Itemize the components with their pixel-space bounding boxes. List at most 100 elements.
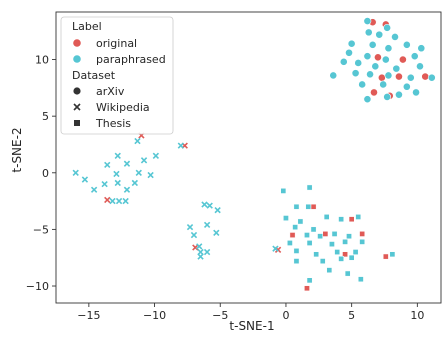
paraphrased-thesis-point-74 [310,226,317,233]
paraphrased-thesis-point-78 [346,233,352,240]
original-arxiv-point-3 [377,73,386,82]
paraphrased-arxiv-point-3 [375,30,384,39]
paraphrased-wikipedia-point-61 [203,248,211,256]
legend-original-label: original [96,37,137,50]
paraphrased-thesis-point-72 [355,214,362,220]
paraphrased-arxiv-point-0 [363,17,372,25]
y-tick-label-1: −5 [33,223,49,236]
paraphrased-wikipedia-point-36 [140,157,148,164]
y-axis-label: t-SNE-2 [10,127,24,172]
paraphrased-thesis-point-77 [331,231,338,237]
paraphrased-wikipedia-point-51 [122,197,129,205]
paraphrased-wikipedia-point-59 [196,243,203,250]
original-thesis-point-19 [304,285,310,292]
paraphrased-wikipedia-point-44 [114,179,121,187]
paraphrased-wikipedia-point-48 [123,186,131,193]
x-tick-label-5: 10 [410,309,424,322]
paraphrased-wikipedia-point-57 [190,231,198,239]
paraphrased-wikipedia-point-41 [135,169,142,176]
paraphrased-arxiv-point-9 [363,52,372,61]
paraphrased-arxiv-point-23 [358,80,367,89]
paraphrased-arxiv-point-21 [427,73,436,82]
paraphrased-arxiv-point-15 [392,64,401,73]
paraphrased-arxiv-point-29 [412,88,420,97]
paraphrased-thesis-point-92 [326,267,333,274]
legend-thesis-label: Thesis [95,117,131,130]
paraphrased-wikipedia-point-37 [104,161,111,169]
paraphrased-arxiv-point-26 [363,95,372,104]
paraphrased-wikipedia-point-49 [109,197,116,205]
paraphrased-thesis-point-79 [287,240,293,246]
paraphrased-wikipedia-point-58 [213,229,220,236]
paraphrased-wikipedia-point-34 [114,152,121,159]
paraphrased-arxiv-point-8 [417,44,426,53]
legend-original-marker [73,39,81,47]
paraphrased-thesis-point-93 [344,270,351,277]
paraphrased-arxiv-point-13 [354,59,363,67]
paraphrased-thesis-point-65 [306,184,313,191]
legend-paraphrased-marker [73,55,81,63]
legend-arxiv-label: arXiv [96,85,125,98]
paraphrased-arxiv-point-30 [345,48,353,57]
x-tick-label-3: 0 [282,309,289,322]
original-thesis-point-14 [310,203,317,210]
paraphrased-thesis-point-68 [283,215,289,221]
original-arxiv-point-6 [370,88,378,97]
paraphrased-wikipedia-point-32 [134,137,141,145]
paraphrased-wikipedia-point-63 [272,245,279,252]
paraphrased-wikipedia-point-54 [214,206,221,214]
paraphrased-thesis-point-85 [313,251,320,258]
paraphrased-arxiv-point-19 [384,71,393,80]
paraphrased-arxiv-point-7 [402,40,411,49]
paraphrased-thesis-point-73 [292,224,298,230]
paraphrased-thesis-point-67 [305,203,312,210]
paraphrased-wikipedia-point-45 [131,179,139,187]
paraphrased-thesis-point-82 [342,239,348,245]
paraphrased-wikipedia-point-55 [203,221,211,229]
paraphrased-thesis-point-75 [304,232,310,238]
paraphrased-wikipedia-point-33 [177,142,184,149]
original-arxiv-point-4 [395,72,403,81]
original-thesis-point-20 [382,253,389,260]
paraphrased-arxiv-point-6 [384,44,393,53]
legend: Label original paraphrased Dataset arXiv… [60,16,174,135]
paraphrased-thesis-point-84 [293,248,300,254]
paraphrased-wikipedia-point-47 [101,180,108,188]
paraphrased-thesis-point-83 [359,239,366,245]
paraphrased-arxiv-point-25 [402,82,411,91]
original-thesis-point-15 [289,232,296,238]
paraphrased-thesis-point-88 [293,258,300,264]
legend-hue-title: Label [72,20,102,33]
paraphrased-thesis-point-95 [357,276,364,283]
original-arxiv-point-8 [374,53,382,62]
paraphrased-arxiv-point-20 [406,73,415,82]
paraphrased-thesis-point-96 [389,251,396,258]
paraphrased-thesis-point-76 [317,233,323,240]
original-wikipedia-point-11 [104,196,111,204]
paraphrased-wikipedia-point-52 [201,201,208,208]
axes: −15 −10 −5 0 5 10 −10 −5 0 5 10 [26,11,442,322]
y-tick-label-4: 10 [35,54,49,67]
paraphrased-wikipedia-point-39 [72,169,79,176]
legend-thesis-marker [74,120,80,126]
paraphrased-thesis-point-89 [319,258,326,264]
paraphrased-wikipedia-point-35 [152,152,160,159]
x-tick-label-1: −10 [143,309,166,322]
paraphrased-arxiv-point-5 [368,40,377,49]
paraphrased-arxiv-point-16 [416,62,424,71]
paraphrased-wikipedia-point-56 [186,223,194,231]
x-tick-label-4: 5 [348,309,355,322]
paraphrased-thesis-point-86 [334,249,341,255]
original-thesis-point-17 [348,216,355,223]
paraphrased-arxiv-point-24 [379,80,388,89]
paraphrased-thesis-point-91 [348,254,355,261]
paraphrased-arxiv-point-22 [329,71,338,80]
paraphrased-wikipedia-point-62 [197,253,204,260]
legend-paraphrased-label: paraphrased [96,53,166,66]
original-thesis-point-16 [322,231,329,237]
paraphrased-wikipedia-point-38 [123,160,131,167]
legend-style-title: Dataset [72,69,116,82]
paraphrased-wikipedia-point-42 [147,171,154,179]
original-thesis-point-21 [342,251,348,258]
